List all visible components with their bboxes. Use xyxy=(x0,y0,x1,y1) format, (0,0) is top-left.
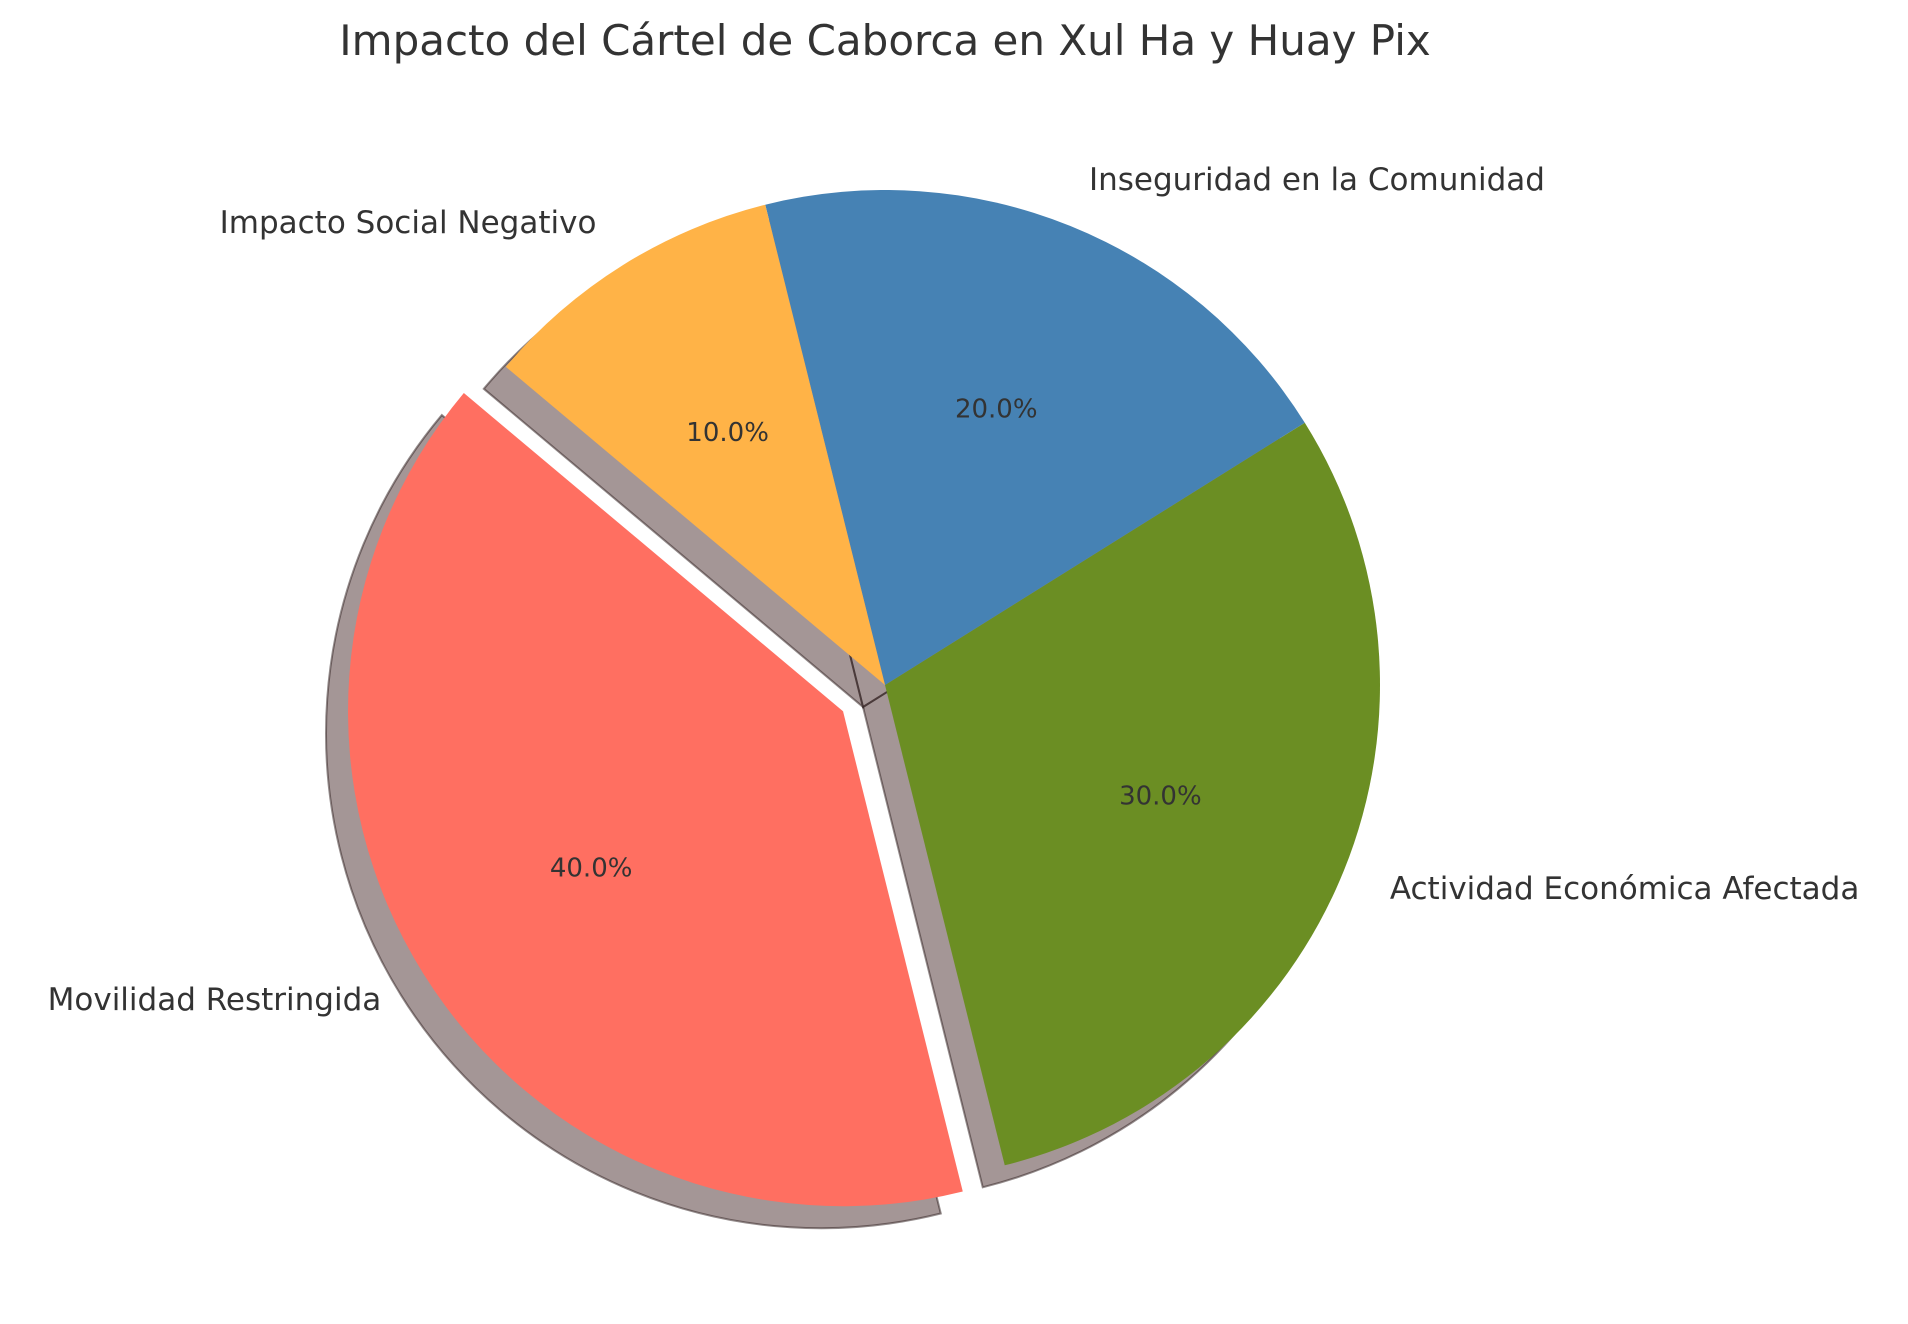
slice-label-actividad-economica-afectada: Actividad Económica Afectada xyxy=(1390,871,1860,907)
slice-actividad-economica-afectada xyxy=(885,422,1380,1166)
slice-movilidad-restringida xyxy=(348,393,963,1207)
slice-label-movilidad-restringida: Movilidad Restringida xyxy=(48,982,382,1018)
slice-inseguridad-en-la-comunidad xyxy=(765,190,1305,686)
slice-impacto-social-negativo xyxy=(505,204,885,685)
slice-percent-inseguridad-en-la-comunidad: 20.0% xyxy=(955,395,1038,425)
slices xyxy=(348,190,1380,1207)
slice-percent-movilidad-restringida: 40.0% xyxy=(550,854,633,884)
slice-label-inseguridad-en-la-comunidad: Inseguridad en la Comunidad xyxy=(1089,162,1545,198)
slice-percent-impacto-social-negativo: 10.0% xyxy=(686,418,769,448)
slice-labels: Movilidad Restringida 40.0% Actividad Econ… xyxy=(48,162,1860,1018)
chart-title: Impacto del Cártel de Caborca en Xul Ha … xyxy=(339,16,1430,65)
slice-label-impacto-social-negativo: Impacto Social Negativo xyxy=(220,205,597,241)
slice-percent-actividad-economica-afectada: 30.0% xyxy=(1119,781,1202,811)
